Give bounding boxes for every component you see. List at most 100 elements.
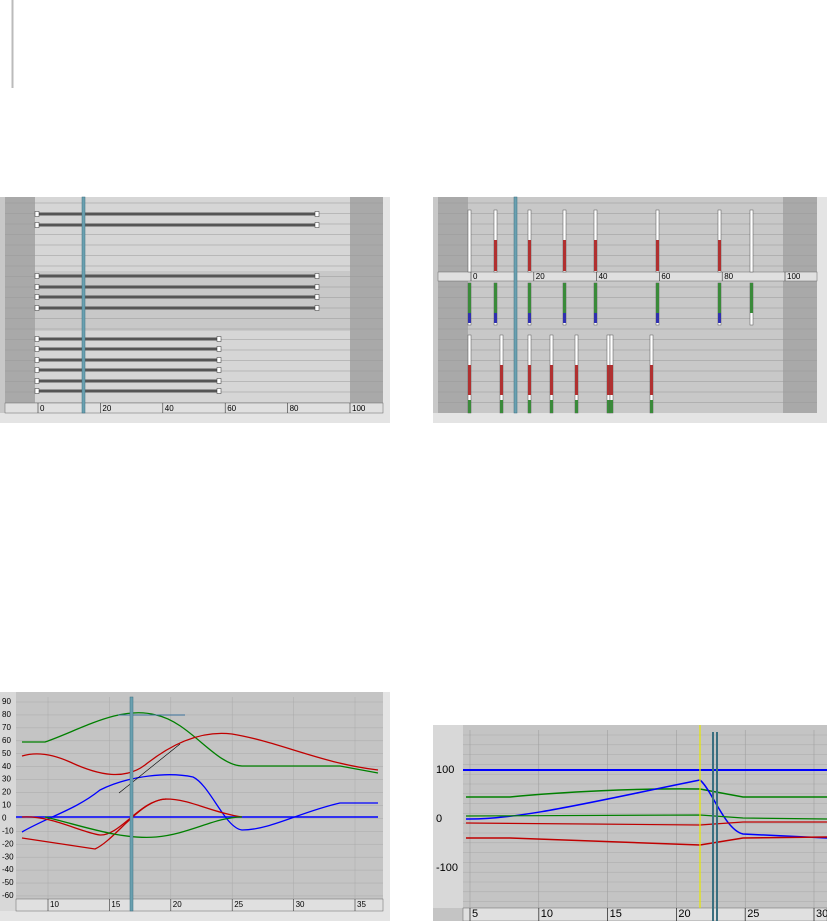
key-mark <box>594 283 597 313</box>
ruler-label: 80 <box>290 404 299 413</box>
range-bar <box>37 295 317 299</box>
key-mark <box>650 400 653 413</box>
y-label: 70 <box>2 723 11 732</box>
x-label: 20 <box>173 900 182 909</box>
ruler-label: 100 <box>787 272 801 281</box>
key <box>314 273 320 279</box>
key-mark <box>500 365 503 395</box>
key-mark <box>468 400 471 413</box>
x-label: 10 <box>541 908 553 920</box>
key <box>34 336 40 342</box>
key <box>314 305 320 311</box>
key <box>34 388 40 394</box>
range-bar <box>37 389 219 393</box>
key-mark <box>650 365 653 395</box>
y-label: -20 <box>2 839 14 848</box>
ruler-label: 60 <box>227 404 236 413</box>
key-mark <box>468 365 471 395</box>
x-label: 20 <box>678 908 690 920</box>
y-label: 60 <box>2 736 11 745</box>
y-label: -30 <box>2 852 14 861</box>
ruler-label: 80 <box>724 272 733 281</box>
key-mark <box>563 313 566 323</box>
x-label: 25 <box>747 908 759 920</box>
key <box>34 357 40 363</box>
key <box>216 336 222 342</box>
key-sheet-panel <box>433 196 827 423</box>
key-mark <box>610 400 613 413</box>
y-label: 10 <box>2 801 11 810</box>
key <box>467 209 472 273</box>
y-label: 40 <box>2 762 11 771</box>
key-mark <box>494 313 497 323</box>
x-label: 35 <box>357 900 366 909</box>
curve-editor-zoomed-panel <box>433 725 827 921</box>
y-label: -40 <box>2 865 14 874</box>
key-mark <box>594 240 597 271</box>
ruler-label: 0 <box>473 272 478 281</box>
range-bar <box>37 223 317 227</box>
key-mark <box>656 313 659 323</box>
key-mark <box>718 313 721 323</box>
key <box>749 209 754 273</box>
key-mark <box>550 365 553 395</box>
y-label: -60 <box>2 891 14 900</box>
range-bar <box>37 337 219 341</box>
key-mark <box>494 283 497 313</box>
ruler-label: 100 <box>352 404 366 413</box>
key-mark <box>528 365 531 395</box>
key-mark <box>494 240 497 271</box>
key <box>34 284 40 290</box>
y-label: -100 <box>436 862 458 874</box>
key <box>314 222 320 228</box>
ruler-label: 20 <box>536 272 545 281</box>
ruler-label: 20 <box>102 404 111 413</box>
x-label: 30 <box>816 908 827 920</box>
x-label: 15 <box>111 900 120 909</box>
key <box>216 388 222 394</box>
range-bar <box>37 306 317 310</box>
key-mark <box>594 313 597 323</box>
x-label: 15 <box>610 908 622 920</box>
key <box>314 211 320 217</box>
key <box>34 305 40 311</box>
range-bar <box>37 274 317 278</box>
key <box>34 273 40 279</box>
key <box>314 294 320 300</box>
ruler-label: 60 <box>661 272 670 281</box>
dope-sheet-panel <box>0 196 390 423</box>
ruler-label: 40 <box>165 404 174 413</box>
x-label: 10 <box>50 900 59 909</box>
y-label: 100 <box>436 764 454 776</box>
key-mark <box>656 283 659 313</box>
range-bar <box>37 212 317 216</box>
key <box>216 346 222 352</box>
key-mark <box>528 313 531 323</box>
y-label: -50 <box>2 878 14 887</box>
key-mark <box>528 283 531 313</box>
range-bar <box>37 358 219 362</box>
ruler-label: 40 <box>599 272 608 281</box>
curve-editor-panel <box>0 692 390 921</box>
key-mark <box>563 283 566 313</box>
key-mark <box>528 400 531 413</box>
range-bar <box>37 379 219 383</box>
key-mark <box>718 283 721 313</box>
y-label: 50 <box>2 749 11 758</box>
key-mark <box>500 400 503 413</box>
y-label: 90 <box>2 697 11 706</box>
x-label: 5 <box>472 908 478 920</box>
y-label: 0 <box>436 813 442 825</box>
key <box>34 222 40 228</box>
key-mark <box>610 365 613 395</box>
key <box>34 346 40 352</box>
key <box>216 367 222 373</box>
key-mark <box>575 400 578 413</box>
key <box>314 284 320 290</box>
key-mark <box>607 365 610 395</box>
key <box>34 367 40 373</box>
key-mark <box>528 240 531 271</box>
key-mark <box>607 400 610 413</box>
key <box>216 357 222 363</box>
key <box>34 211 40 217</box>
